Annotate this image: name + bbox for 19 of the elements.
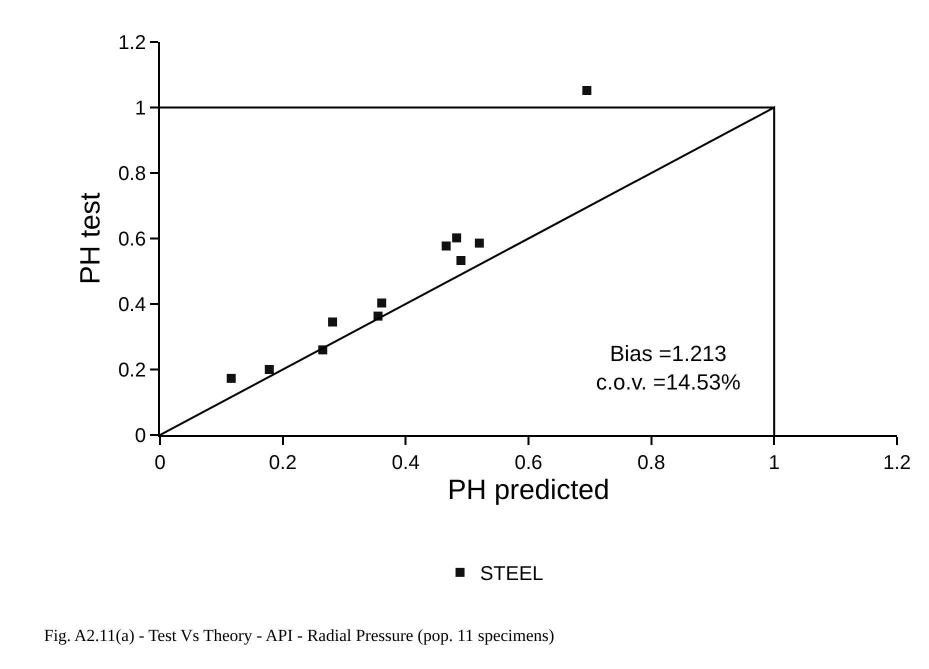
x-tick-label: 0.6 [514,452,542,474]
x-tick-label: 0 [154,452,166,474]
y-tick-label: 0 [134,425,146,447]
legend-label: STEEL [480,563,544,586]
y-tick-label: 0.2 [118,360,146,382]
y-tick-label: 0.8 [118,163,146,185]
annotation: Bias =1.213 c.o.v. =14.53% [596,341,741,395]
x-tick-label: 0.2 [268,452,297,474]
x-tick-label: 0.8 [637,452,666,474]
x-tick-label: 1 [768,452,780,474]
caption: Fig. A2.11(a) - Test Vs Theory - API - Radial Pressure (pop. 11 specimens) [44,626,554,645]
y-tick-label: 0.6 [118,228,146,250]
x-tick-label: 1.2 [883,452,911,474]
x-axis-title: PH predicted [448,474,610,505]
x-tick-label: 0.4 [392,452,420,474]
y-axis-title: PH test [74,192,106,284]
y-tick-label: 0.4 [118,294,146,316]
y-tick-label: 1 [134,98,146,120]
y-tick-label: 1.2 [118,32,146,54]
